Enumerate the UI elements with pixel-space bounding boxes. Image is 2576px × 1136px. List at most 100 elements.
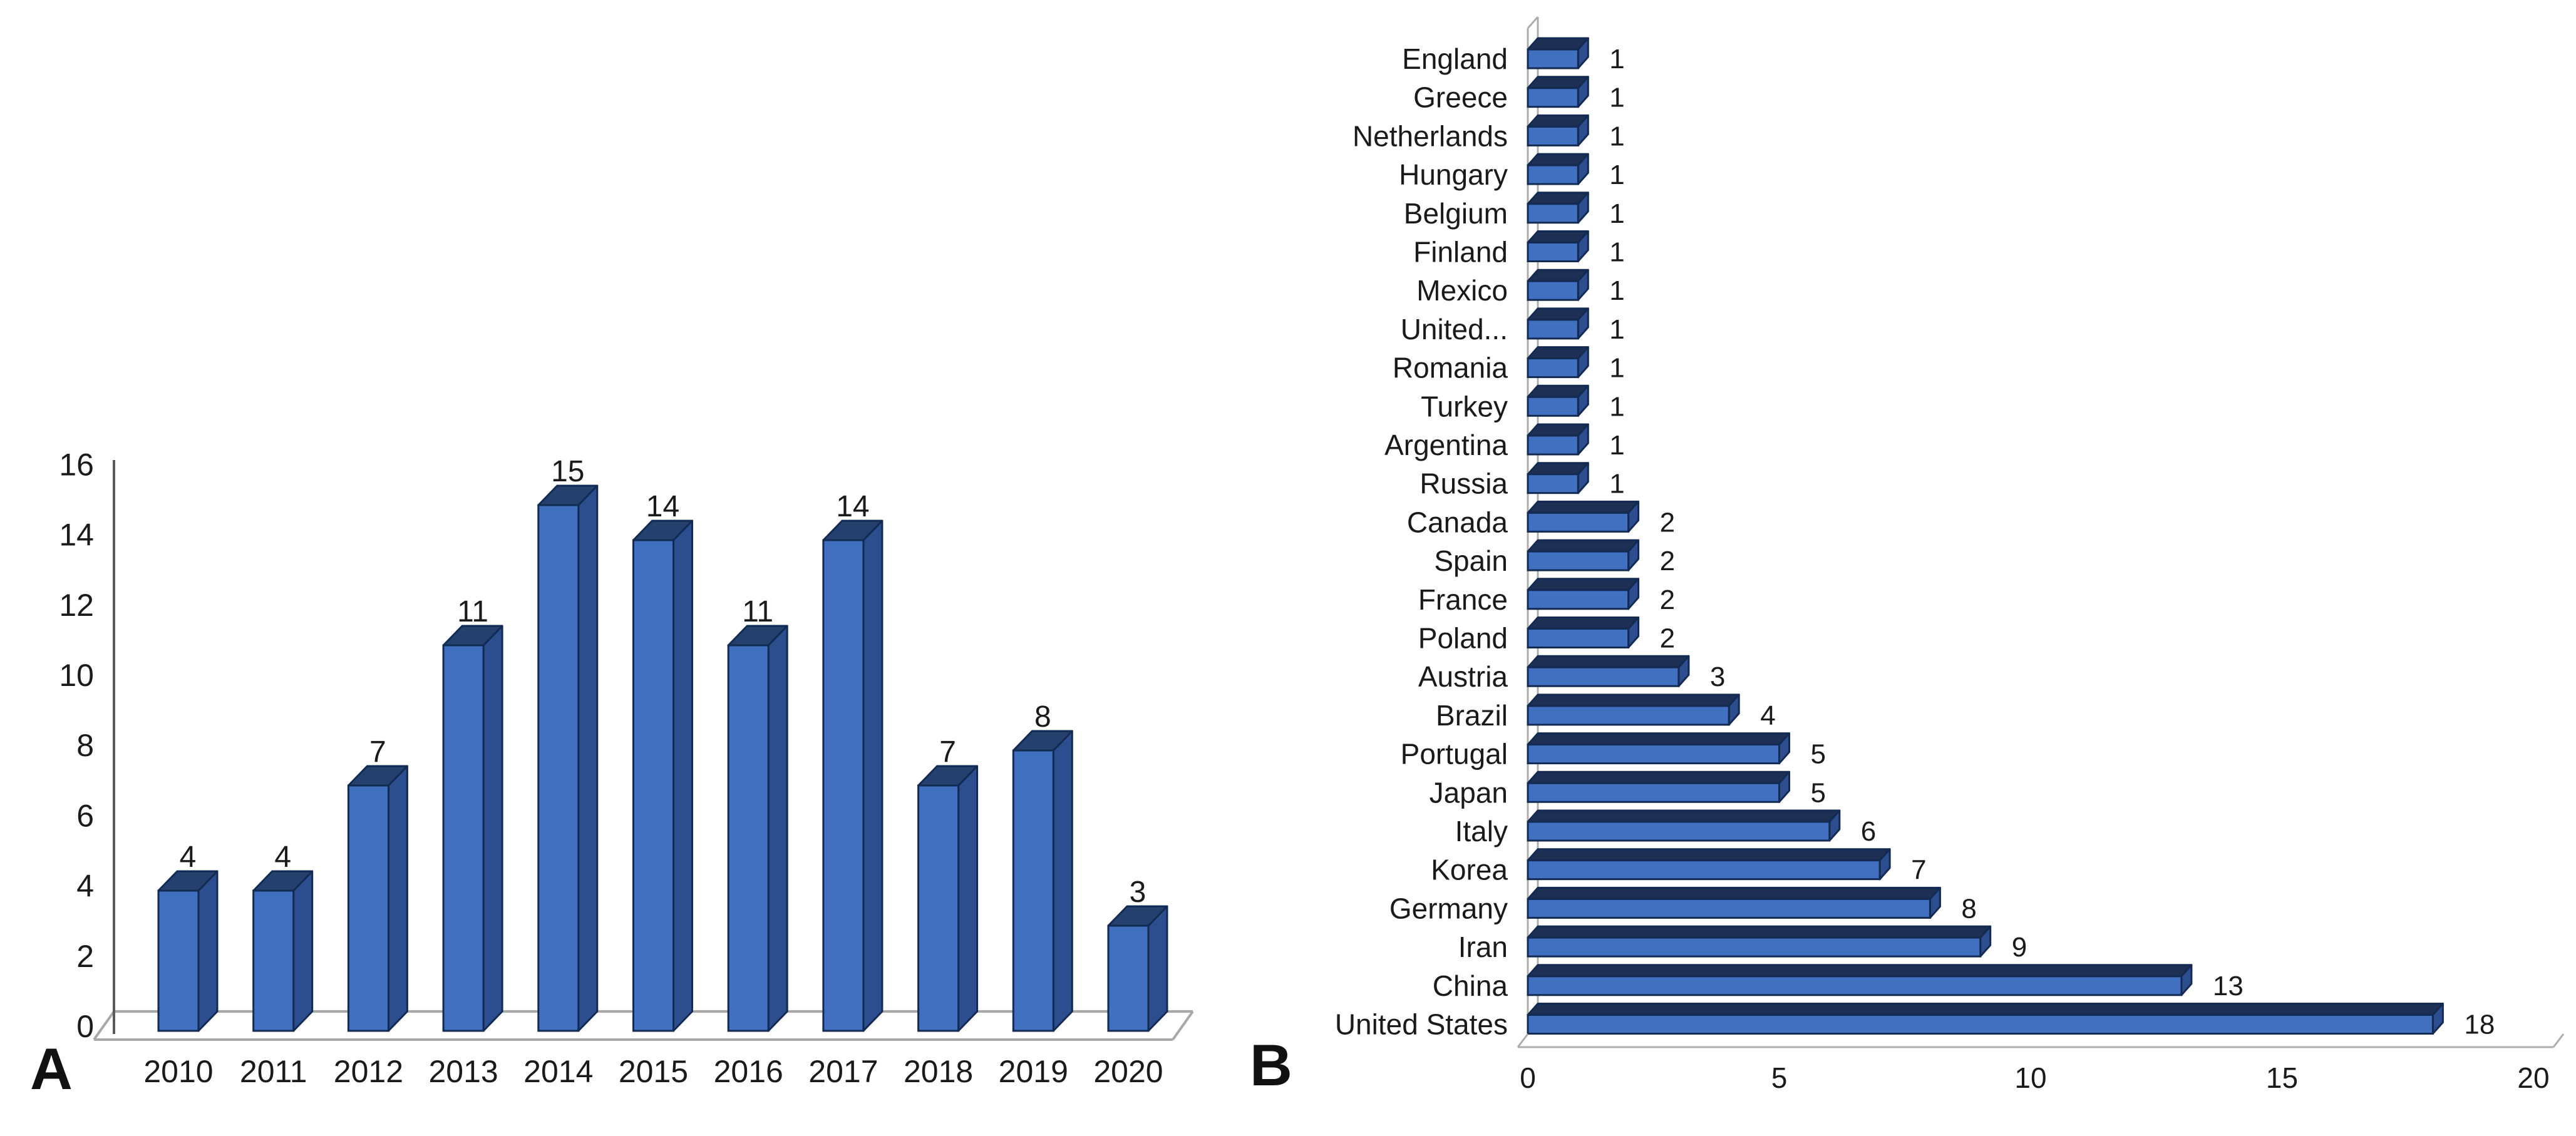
year-label-2016: 2016 — [714, 1054, 783, 1089]
year-label-2014: 2014 — [523, 1054, 593, 1089]
data-label-2019: 8 — [1034, 700, 1051, 734]
bar-portugal — [1527, 732, 1790, 765]
bar-italy — [1527, 809, 1841, 842]
value-label-greece: 1 — [1609, 83, 1624, 113]
data-label-2015: 14 — [646, 490, 679, 523]
bar-germany — [1527, 886, 1941, 919]
bar-front-face — [1527, 242, 1579, 262]
bar-front-face — [1527, 898, 1931, 919]
bar-front-face — [1527, 705, 1730, 726]
bar-top-face — [1527, 578, 1640, 591]
value-label-argentina: 1 — [1609, 430, 1624, 461]
country-label-korea: Korea — [1431, 854, 1508, 886]
y-tick-label-6: 6 — [76, 798, 94, 833]
y-tick-label-14: 14 — [59, 518, 94, 553]
value-label-belgium: 1 — [1609, 198, 1624, 229]
x-tick-label-0: 0 — [1520, 1062, 1536, 1094]
value-label-germany: 8 — [1961, 893, 1976, 924]
bar-united-states — [1527, 1003, 2444, 1035]
bar-france — [1527, 578, 1640, 610]
value-label-iran: 9 — [2012, 932, 2027, 963]
year-label-2018: 2018 — [904, 1054, 973, 1089]
country-label-italy: Italy — [1455, 815, 1508, 847]
bar-austria — [1527, 655, 1690, 687]
value-label-brazil: 4 — [1760, 700, 1775, 731]
country-label-china: China — [1433, 970, 1508, 1002]
country-label-iran: Iran — [1458, 931, 1508, 963]
country-label-portugal: Portugal — [1401, 738, 1508, 770]
year-label-2017: 2017 — [808, 1054, 878, 1089]
bar-front-face — [1527, 666, 1680, 687]
bar-greece — [1527, 76, 1589, 108]
x-tick-label-10: 10 — [2014, 1062, 2046, 1094]
data-label-2014: 15 — [551, 455, 584, 488]
floor-left-diagonal — [1517, 1033, 1529, 1048]
floor-left-diagonal — [93, 1010, 115, 1041]
value-label-canada: 2 — [1660, 507, 1675, 538]
country-label-argentina: Argentina — [1384, 429, 1508, 461]
data-label-2013: 11 — [457, 595, 488, 628]
bar-front-face — [1527, 744, 1780, 765]
bar-2013 — [442, 625, 503, 1032]
bar-front-face — [1527, 473, 1579, 494]
country-label-turkey: Turkey — [1421, 390, 1508, 422]
data-label-2018: 7 — [939, 735, 956, 769]
year-label-2011: 2011 — [240, 1054, 307, 1089]
bar-front-face — [1527, 859, 1881, 881]
bar-top-face — [1527, 1003, 2444, 1016]
y-tick-label-12: 12 — [59, 588, 94, 623]
bar-front-face — [1107, 924, 1150, 1032]
bar-front-face — [252, 889, 295, 1032]
country-label-spain: Spain — [1434, 545, 1508, 577]
country-label-russia: Russia — [1419, 468, 1508, 500]
bar-side-face — [1147, 905, 1168, 1032]
bar-front-face — [917, 784, 960, 1032]
bar-front-face — [347, 784, 389, 1032]
x-tick-label-15: 15 — [2266, 1062, 2298, 1094]
year-label-2012: 2012 — [334, 1054, 403, 1089]
year-label-2013: 2013 — [428, 1054, 498, 1089]
bar-top-face — [1527, 770, 1790, 784]
bar-front-face — [1527, 87, 1579, 108]
data-label-2012: 7 — [369, 735, 386, 769]
wall-top-diagonal — [1527, 16, 1539, 29]
bar-front-face — [1527, 125, 1579, 146]
value-label-spain: 2 — [1660, 546, 1675, 576]
bar-top-face — [1527, 655, 1690, 668]
bar-2014 — [537, 484, 599, 1032]
year-label-2019: 2019 — [999, 1054, 1068, 1089]
bar-front-face — [1527, 203, 1579, 224]
country-label-brazil: Brazil — [1436, 699, 1508, 732]
bar-front-face — [727, 644, 770, 1032]
floor-right-diagonal — [2552, 1033, 2565, 1048]
bar-top-face — [1527, 809, 1841, 823]
bar-front-face — [1527, 550, 1630, 571]
bar-front-face — [632, 539, 674, 1032]
bar-side-face — [1052, 730, 1073, 1032]
bar-japan — [1527, 770, 1790, 803]
bar-side-face — [957, 765, 979, 1032]
bar-front-face — [1012, 749, 1054, 1032]
bar-front-face — [1527, 1014, 2434, 1035]
value-label-portugal: 5 — [1811, 739, 1826, 770]
value-label-romania: 1 — [1609, 353, 1624, 384]
bar-romania — [1527, 346, 1589, 379]
value-label-korea: 7 — [1911, 855, 1926, 886]
bar-front-face — [1527, 280, 1579, 301]
y-tick-label-4: 4 — [76, 869, 94, 904]
value-label-poland: 2 — [1660, 623, 1675, 654]
bar-top-face — [1527, 848, 1891, 862]
country-label-japan: Japan — [1430, 776, 1508, 809]
bar-front-face — [442, 644, 485, 1032]
y-tick-label-16: 16 — [59, 447, 94, 482]
bar-2016 — [727, 625, 788, 1032]
bar-russia — [1527, 462, 1589, 494]
bar-front-face — [1527, 628, 1630, 648]
bar-front-face — [1527, 782, 1780, 803]
bar-front-face — [1527, 48, 1579, 69]
value-label-hungary: 1 — [1609, 160, 1624, 190]
bar-top-face — [1527, 500, 1640, 514]
country-label-germany: Germany — [1389, 892, 1508, 924]
